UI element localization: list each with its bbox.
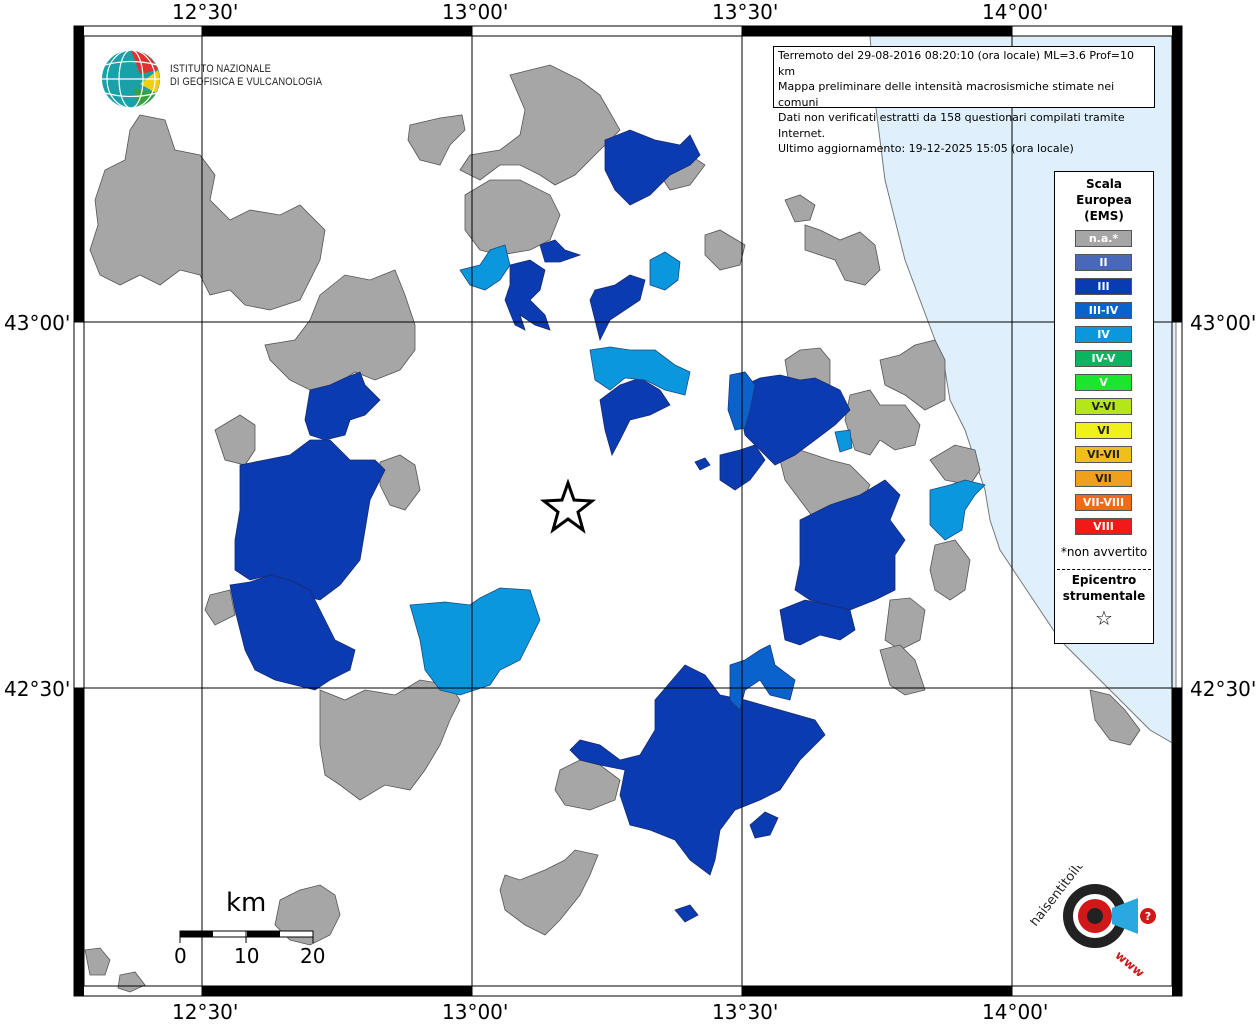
legend-item: III-IV <box>1075 302 1132 319</box>
legend-epicenter-line1: Epicentro <box>1071 573 1137 587</box>
lon-label-top-2: 13°00' <box>442 0 509 24</box>
legend-item: II <box>1075 254 1132 271</box>
lon-label-bottom-2: 13°00' <box>442 1000 509 1024</box>
communes-intensity-III <box>229 129 906 923</box>
lat-label-right-1: 43°00' <box>1190 311 1256 335</box>
legend-item: V-VI <box>1075 398 1132 415</box>
communes-intensity-IV <box>409 244 986 696</box>
ems-legend: Scala Europea (EMS) n.a.* II III III-IV IV IV… <box>1054 171 1154 644</box>
legend-item: III <box>1075 278 1132 295</box>
event-info-line: Terremoto del 29-08-2016 08:20:10 (ora l… <box>778 49 1134 78</box>
legend-item: VIII <box>1075 518 1132 535</box>
event-info-box: Terremoto del 29-08-2016 08:20:10 (ora l… <box>773 46 1155 155</box>
svg-text:?: ? <box>1145 910 1151 923</box>
lat-label-left-2: 42°30' <box>4 677 71 701</box>
last-update-line: Ultimo aggiornamento: 19-12-2025 15:05 (… <box>778 142 1074 155</box>
haisentito-url: www. <box>1112 948 1149 976</box>
legend-separator <box>1057 569 1151 570</box>
legend-item: VI <box>1075 422 1132 439</box>
lat-label-right-2: 42°30' <box>1190 677 1256 701</box>
scale-label-10: 10 <box>234 944 260 968</box>
legend-item: VII <box>1075 470 1132 487</box>
graticule <box>74 26 1182 996</box>
data-source-line: Dati non verificati estratti da 158 ques… <box>778 111 1125 140</box>
lon-label-top-3: 13°30' <box>712 0 779 24</box>
lon-label-top-4: 14°00' <box>982 0 1049 24</box>
legend-star-icon: ☆ <box>1095 606 1113 630</box>
lon-label-top-1: 12°30' <box>172 0 239 24</box>
legend-title-line2: Europea <box>1076 193 1132 207</box>
scale-unit: km <box>226 888 267 918</box>
ingv-globe-icon <box>102 49 160 109</box>
map-description-line: Mappa preliminare delle intensità macros… <box>778 80 1115 109</box>
epicenter-star-icon <box>539 478 597 534</box>
legend-item: IV <box>1075 326 1132 343</box>
legend-item: VII-VIII <box>1075 494 1132 511</box>
ingv-name-line1: ISTITUTO NAZIONALE <box>170 63 272 75</box>
lon-label-bottom-1: 12°30' <box>172 1000 239 1024</box>
scale-bar <box>179 930 314 943</box>
haisentito-logo-icon: ? haisentitoilterremoto.it www. <box>1030 866 1156 976</box>
scale-label-20: 20 <box>300 944 326 968</box>
legend-item: IV-V <box>1075 350 1132 367</box>
legend-item: VI-VII <box>1075 446 1132 463</box>
legend-epicenter: Epicentro strumentale ☆ <box>1055 572 1153 630</box>
map-frame <box>73 25 1183 997</box>
legend-epicenter-line2: strumentale <box>1062 589 1146 603</box>
ingv-name: ISTITUTO NAZIONALE DI GEOFISICA E VULCAN… <box>170 63 322 89</box>
lon-label-bottom-3: 13°30' <box>712 1000 779 1024</box>
legend-title-line1: Scala <box>1085 177 1123 191</box>
legend-item: n.a.* <box>1075 230 1132 247</box>
scale-label-0: 0 <box>174 944 187 968</box>
lat-label-left-1: 43°00' <box>4 311 71 335</box>
legend-title: Scala Europea (EMS) <box>1055 176 1153 224</box>
legend-item: V <box>1075 374 1132 391</box>
legend-note: *non avvertito <box>1060 545 1148 559</box>
ingv-name-line2: DI GEOFISICA E VULCANOLOGIA <box>170 76 323 88</box>
lon-label-bottom-4: 14°00' <box>982 1000 1049 1024</box>
legend-title-line3: (EMS) <box>1084 209 1124 223</box>
